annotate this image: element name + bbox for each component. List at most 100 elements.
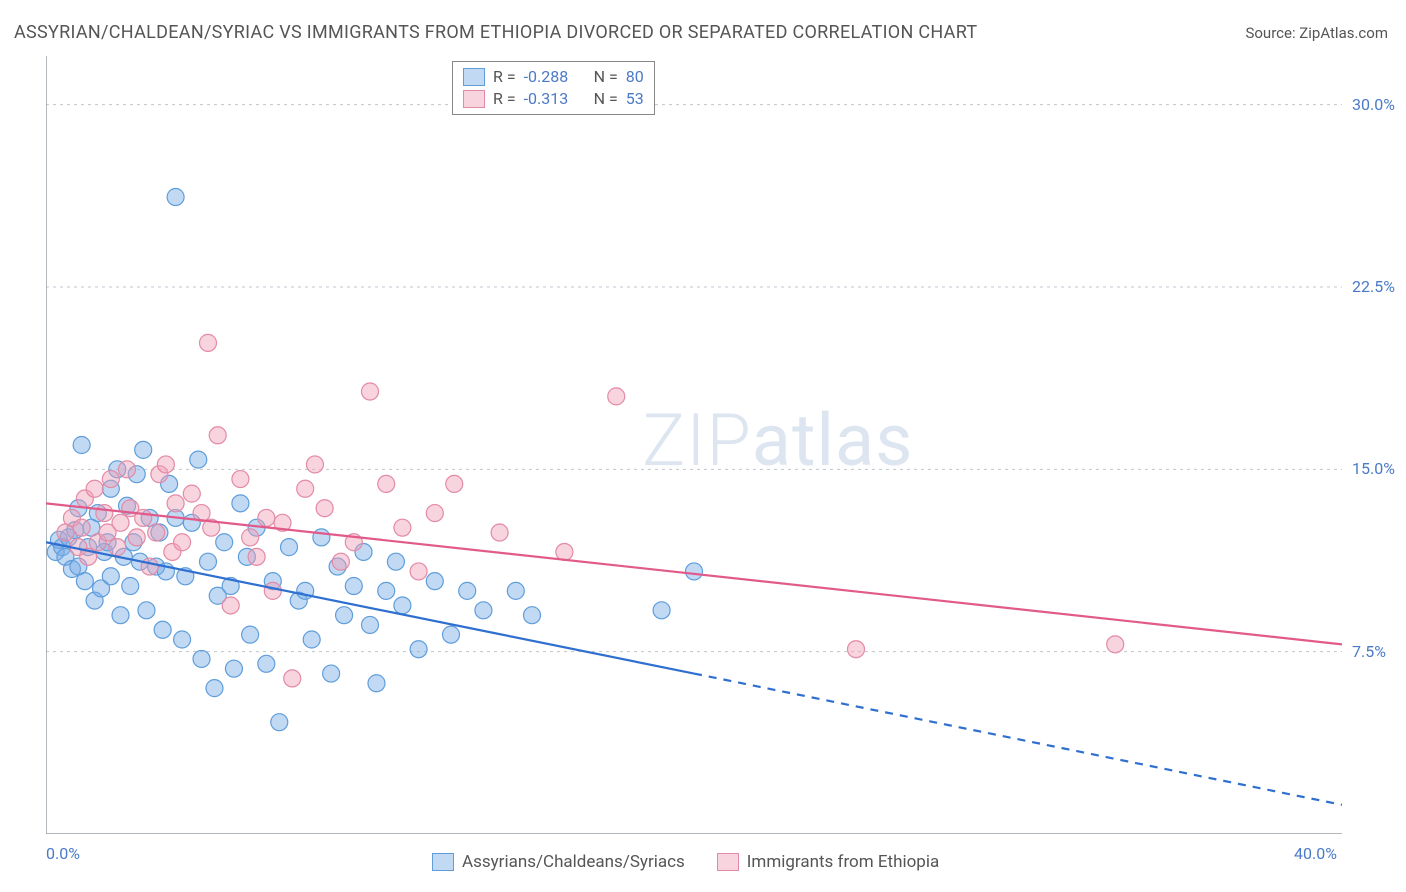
data-point [96, 505, 113, 522]
data-point [387, 553, 404, 570]
legend-bottom: Assyrians/Chaldeans/Syriacs Immigrants fr… [432, 852, 939, 872]
legend-label: Immigrants from Ethiopia [747, 852, 939, 872]
data-point [443, 626, 460, 643]
y-tick-label: 15.0% [1352, 459, 1395, 478]
trend-line [46, 503, 1342, 644]
data-point [109, 539, 126, 556]
source-label: Source: ZipAtlas.com [1245, 24, 1388, 42]
data-point [135, 441, 152, 458]
data-point [362, 383, 379, 400]
y-tick-label: 7.5% [1352, 642, 1386, 661]
legend-correlation-row: R = -0.313 N = 53 [463, 88, 644, 110]
legend-correlation-row: R =-0.288N =80 [463, 66, 644, 88]
plot-area: ZIPatlas [46, 56, 1342, 834]
legend-label: Assyrians/Chaldeans/Syriacs [462, 852, 685, 872]
data-point [102, 568, 119, 585]
n-label: N = [594, 88, 618, 110]
data-point [242, 626, 259, 643]
data-point [138, 602, 155, 619]
data-point [323, 665, 340, 682]
data-point [248, 548, 265, 565]
data-point [271, 714, 288, 731]
data-point [258, 509, 275, 526]
data-point [332, 553, 349, 570]
data-point [378, 582, 395, 599]
legend-item: Assyrians/Chaldeans/Syriacs [432, 852, 685, 872]
r-value: -0.288 [524, 66, 580, 88]
data-point [225, 660, 242, 677]
data-point [76, 573, 93, 590]
data-point [154, 621, 171, 638]
data-point [264, 582, 281, 599]
data-point [135, 509, 152, 526]
data-point [200, 553, 217, 570]
data-point [848, 641, 865, 658]
data-point [394, 519, 411, 536]
x-tick-label: 0.0% [46, 844, 80, 863]
data-point [608, 388, 625, 405]
legend-correlation-box: R = -0.288 N = 80R = -0.313 N = 53 [452, 61, 655, 115]
data-point [222, 597, 239, 614]
y-tick-label: 22.5% [1352, 277, 1395, 296]
data-point [653, 602, 670, 619]
data-point [86, 480, 103, 497]
data-point [122, 578, 139, 595]
data-point [183, 485, 200, 502]
x-tick-label: 40.0% [1294, 844, 1337, 863]
data-point [475, 602, 492, 619]
data-point [345, 578, 362, 595]
data-point [306, 456, 323, 473]
data-point [157, 456, 174, 473]
data-point [193, 650, 210, 667]
data-point [167, 495, 184, 512]
data-point [378, 475, 395, 492]
data-point [1107, 636, 1124, 653]
chart-title: ASSYRIAN/CHALDEAN/SYRIAC VS IMMIGRANTS F… [14, 22, 977, 43]
data-point [491, 524, 508, 541]
data-point [258, 655, 275, 672]
data-point [174, 631, 191, 648]
data-point [446, 475, 463, 492]
data-point [141, 558, 158, 575]
data-point [281, 539, 298, 556]
data-point [316, 500, 333, 517]
data-point [297, 480, 314, 497]
data-point [200, 334, 217, 351]
data-point [410, 641, 427, 658]
n-value: 80 [626, 66, 644, 88]
data-point [524, 607, 541, 624]
data-point [284, 670, 301, 687]
data-point [148, 524, 165, 541]
legend-swatch [432, 853, 454, 871]
data-point [459, 582, 476, 599]
data-point [209, 427, 226, 444]
plot-svg [46, 56, 1342, 834]
data-point [336, 607, 353, 624]
data-point [394, 597, 411, 614]
r-label: R = [493, 88, 516, 110]
data-point [686, 563, 703, 580]
data-point [102, 471, 119, 488]
legend-swatch [463, 68, 485, 86]
data-point [242, 529, 259, 546]
data-point [426, 573, 443, 590]
n-value: 53 [626, 88, 644, 110]
data-point [73, 519, 90, 536]
r-value: -0.313 [524, 88, 580, 110]
data-point [206, 680, 223, 697]
data-point [128, 529, 145, 546]
trend-line-dashed [694, 674, 1342, 805]
r-label: R = [493, 66, 516, 88]
data-point [362, 616, 379, 633]
data-point [119, 461, 136, 478]
legend-swatch [463, 90, 485, 108]
data-point [112, 514, 129, 531]
data-point [313, 529, 330, 546]
y-tick-label: 30.0% [1352, 95, 1395, 114]
data-point [216, 534, 233, 551]
data-point [73, 437, 90, 454]
data-point [167, 189, 184, 206]
data-point [368, 675, 385, 692]
data-point [232, 471, 249, 488]
data-point [556, 543, 573, 560]
